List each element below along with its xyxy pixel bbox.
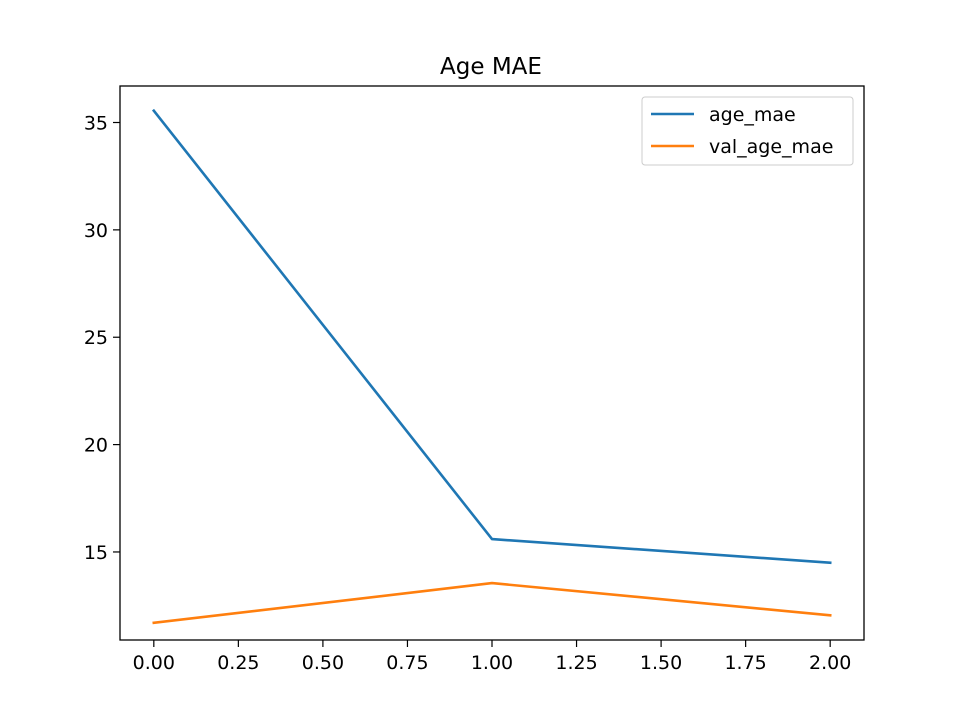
x-tick-label: 1.75 [724,652,766,674]
x-tick-label: 0.50 [302,652,344,674]
series-line-val_age_mae [152,581,832,625]
x-axis: 0.00 0.25 0.50 0.75 1.00 1.25 1.50 1.75 2.00 [133,640,851,674]
x-tick-label: 1.25 [555,652,597,674]
chart-title: Age MAE [440,54,542,80]
y-tick-label: 35 [84,113,108,135]
x-tick-label: 0.25 [217,652,259,674]
legend-label-age_mae: age_mae [709,104,796,126]
series-line-age_mae [151,108,832,565]
y-tick-label: 15 [84,542,108,564]
legend: age_mae val_age_mae [641,96,854,166]
x-tick-label: 2.00 [809,652,851,674]
y-tick-label: 25 [84,327,108,349]
x-tick-label: 0.75 [386,652,428,674]
lines-layer [151,108,832,625]
x-tick-label: 1.50 [640,652,682,674]
legend-frame [641,96,854,166]
x-tick-label: 0.00 [133,652,175,674]
y-tick-label: 20 [84,435,108,457]
y-tick-label: 30 [84,220,108,242]
x-tick-label: 1.00 [471,652,513,674]
legend-label-val_age_mae: val_age_mae [709,136,833,158]
y-axis: 15 20 25 30 35 [84,113,120,564]
